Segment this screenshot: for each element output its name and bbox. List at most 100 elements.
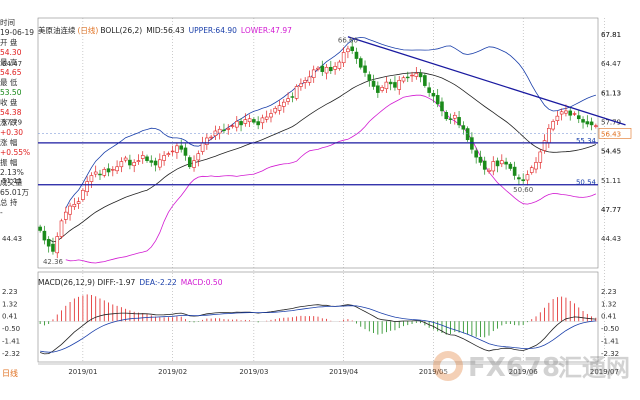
candle-body [123,157,128,161]
candle-body [405,76,410,79]
candle-body [179,145,184,150]
extreme-price-label: 66.60 [338,37,358,45]
info-row: +0.55% [0,148,31,157]
candle-body [444,112,449,120]
candle-body [205,137,209,145]
extreme-price-label: 50.60 [513,186,533,194]
candle-body [367,74,372,81]
candle-body [572,113,577,115]
macd-axis-label-right: -1.41 [601,337,619,345]
price-tag-label: 56.43 [601,130,621,138]
macd-axis-label-right: 2.23 [601,288,617,296]
candle-body [170,150,175,153]
support-level-label: 55.34 [576,137,597,145]
candle-body [111,169,115,171]
symbol-name[interactable]: 美原油连续 [38,26,76,35]
boll-lower-value: LOWER:47.97 [240,26,292,35]
candle-body [153,160,158,166]
candle-body [277,105,282,111]
candle-body [329,66,333,72]
candle-body [128,159,132,166]
boll-mid-line [48,72,597,243]
candle-body [504,161,508,165]
candle-body [414,73,419,77]
y-axis-label: 64.47 [2,60,22,68]
candle-body [115,166,119,172]
candle-body [542,140,547,151]
candle-body [273,107,278,113]
y-axis-label: 54.45 [601,148,621,156]
macd-dea-line [40,305,596,353]
candle-body [72,203,77,208]
candle-body [136,160,141,163]
candle-body [119,161,124,168]
info-row: 2.13% [0,168,24,177]
y-axis-label: 57.79 [2,118,22,126]
candle-body [380,87,384,91]
candle-body [239,121,243,126]
candle-body [175,145,179,153]
macd-axis-label-right: 0.41 [601,313,617,321]
info-row: 收 盘 [0,98,18,107]
candle-body [333,66,337,70]
indicator-name[interactable]: BOLL(26,2) [100,26,143,35]
candle-body [209,136,213,139]
macd-axis-label-left: 0.41 [2,313,18,321]
candle-body [200,142,205,152]
x-axis-label: 2019/02 [158,368,187,376]
candle-body [299,83,303,87]
info-row: 涨 幅 [0,138,18,147]
x-axis-label: 2019/01 [68,368,97,376]
candle-body [594,125,598,127]
y-axis-label: 57.79 [601,118,621,126]
info-row: 最 高 [0,58,18,67]
candle-body [226,128,231,130]
candle-body [350,46,354,51]
candle-body [183,147,188,156]
boll-lower-line [65,94,597,264]
candle-body [555,115,560,121]
macd-diff-value[interactable]: MACD(26,12,9) DIFF:-1.97 [38,278,136,287]
candle-body [217,128,222,134]
svg-text:汇通网: 汇通网 [558,354,630,382]
candle-body [559,111,564,115]
y-axis-label: 51.11 [2,177,22,185]
price-chart-legend: 美原油连续 (日线) BOLL(26,2) MID:56.43 UPPER:64.90 L… [38,25,292,36]
candle-body [363,65,367,73]
info-row: 总 持 [0,198,18,207]
info-row: +0.30 [0,128,23,137]
candle-body [98,173,102,176]
resistance-trendline [347,36,626,126]
candle-body [158,159,162,168]
candle-body [564,110,568,114]
candle-body [230,125,235,127]
candle-body [457,117,461,126]
extreme-price-label: 42.36 [43,258,64,266]
candle-body [234,121,239,128]
candle-body [376,85,380,93]
y-axis-label: 61.13 [601,89,621,97]
period-tab-daily[interactable]: 日线 [2,369,18,378]
candle-body [551,121,555,130]
price-tag-box [598,128,632,139]
macd-axis-label-left: -1.41 [2,337,20,345]
candle-body [140,155,145,159]
info-row: 54.38 [0,108,22,117]
period-label: (日线) [77,26,99,35]
candle-body [311,69,316,78]
info-row: 开 盘 [0,38,18,47]
candle-body [252,119,256,123]
candle-body [427,87,431,93]
candle-body [303,80,307,83]
candle-body [282,101,286,107]
candle-body [81,190,85,200]
x-axis-label: 2019/06 [509,368,539,376]
candle-body [162,155,166,161]
candle-body [269,113,273,118]
info-row: 54.30 [0,48,22,57]
candle-body [397,80,402,90]
info-row: 最 低 [0,78,18,87]
info-row: 涨 跌 [0,118,18,127]
candle-body [448,118,453,120]
